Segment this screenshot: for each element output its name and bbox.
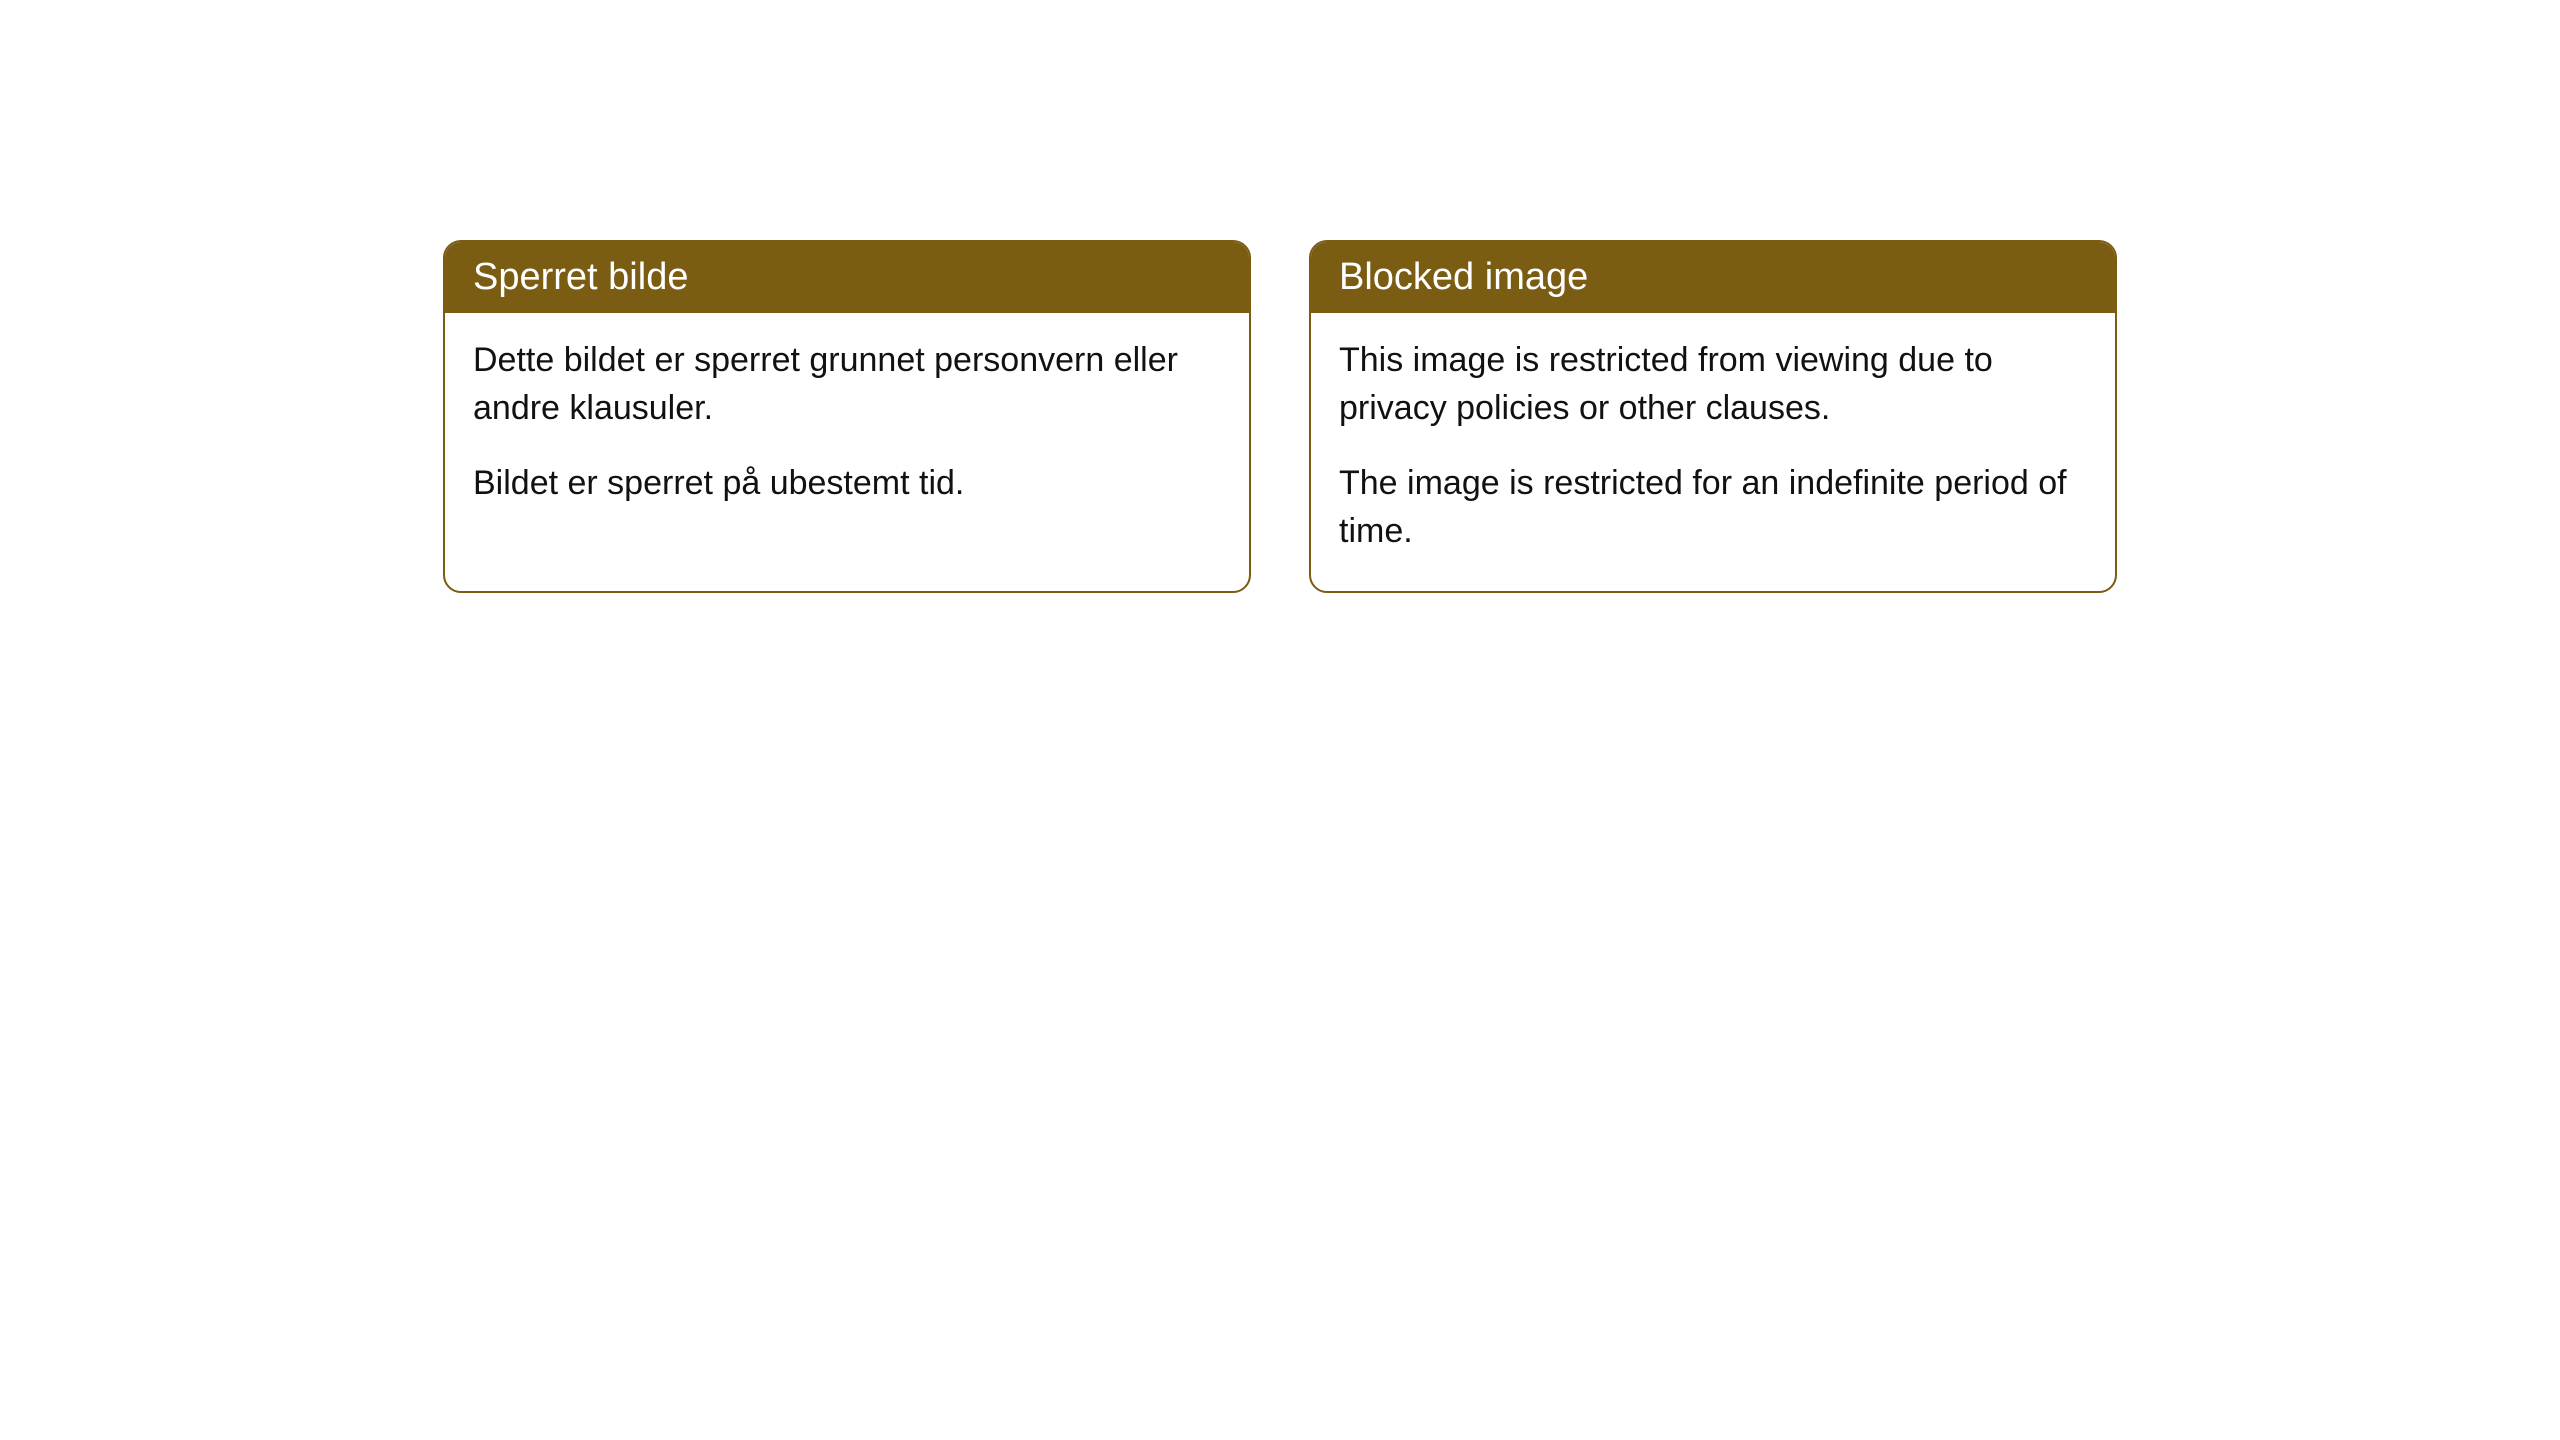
blocked-image-card-norwegian: Sperret bilde Dette bildet er sperret gr… (443, 240, 1251, 593)
notice-text: Dette bildet er sperret grunnet personve… (473, 337, 1221, 432)
notice-text: This image is restricted from viewing du… (1339, 337, 2087, 432)
card-title: Blocked image (1339, 256, 1588, 298)
card-header-english: Blocked image (1311, 242, 2115, 313)
card-title: Sperret bilde (473, 256, 688, 298)
blocked-image-card-english: Blocked image This image is restricted f… (1309, 240, 2117, 593)
notice-text: The image is restricted for an indefinit… (1339, 460, 2087, 555)
card-body-english: This image is restricted from viewing du… (1311, 313, 2115, 591)
card-body-norwegian: Dette bildet er sperret grunnet personve… (445, 313, 1249, 544)
notice-container: Sperret bilde Dette bildet er sperret gr… (443, 240, 2117, 593)
card-header-norwegian: Sperret bilde (445, 242, 1249, 313)
notice-text: Bildet er sperret på ubestemt tid. (473, 460, 1221, 508)
